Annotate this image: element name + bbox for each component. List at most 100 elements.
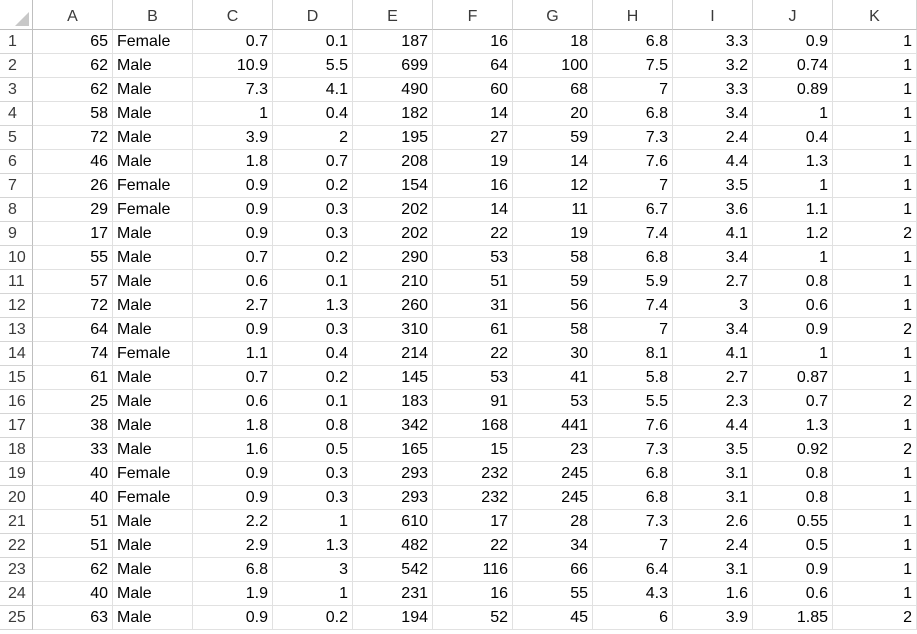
cell-a25[interactable]: 63: [33, 606, 113, 630]
row-header[interactable]: 13: [0, 318, 33, 342]
cell-g11[interactable]: 59: [513, 270, 593, 294]
cell-d3[interactable]: 4.1: [273, 78, 353, 102]
cell-i9[interactable]: 4.1: [673, 222, 753, 246]
row-header[interactable]: 1: [0, 30, 33, 54]
cell-e5[interactable]: 195: [353, 126, 433, 150]
cell-h20[interactable]: 6.8: [593, 486, 673, 510]
cell-d8[interactable]: 0.3: [273, 198, 353, 222]
cell-e16[interactable]: 183: [353, 390, 433, 414]
row-header[interactable]: 15: [0, 366, 33, 390]
cell-e14[interactable]: 214: [353, 342, 433, 366]
cell-c14[interactable]: 1.1: [193, 342, 273, 366]
row-header[interactable]: 17: [0, 414, 33, 438]
row-header[interactable]: 7: [0, 174, 33, 198]
cell-e10[interactable]: 290: [353, 246, 433, 270]
cell-c4[interactable]: 1: [193, 102, 273, 126]
cell-g3[interactable]: 68: [513, 78, 593, 102]
cell-j21[interactable]: 0.55: [753, 510, 833, 534]
cell-d10[interactable]: 0.2: [273, 246, 353, 270]
cell-j14[interactable]: 1: [753, 342, 833, 366]
cell-g6[interactable]: 14: [513, 150, 593, 174]
cell-j16[interactable]: 0.7: [753, 390, 833, 414]
row-header[interactable]: 6: [0, 150, 33, 174]
column-header-c[interactable]: C: [193, 0, 273, 30]
cell-k4[interactable]: 1: [833, 102, 917, 126]
cell-h4[interactable]: 6.8: [593, 102, 673, 126]
row-header[interactable]: 21: [0, 510, 33, 534]
cell-h3[interactable]: 7: [593, 78, 673, 102]
row-header[interactable]: 25: [0, 606, 33, 630]
cell-c6[interactable]: 1.8: [193, 150, 273, 174]
cell-i14[interactable]: 4.1: [673, 342, 753, 366]
cell-c21[interactable]: 2.2: [193, 510, 273, 534]
cell-e18[interactable]: 165: [353, 438, 433, 462]
cell-e11[interactable]: 210: [353, 270, 433, 294]
cell-g2[interactable]: 100: [513, 54, 593, 78]
row-header[interactable]: 19: [0, 462, 33, 486]
cell-d14[interactable]: 0.4: [273, 342, 353, 366]
cell-a19[interactable]: 40: [33, 462, 113, 486]
cell-k22[interactable]: 1: [833, 534, 917, 558]
cell-a11[interactable]: 57: [33, 270, 113, 294]
cell-j13[interactable]: 0.9: [753, 318, 833, 342]
cell-k18[interactable]: 2: [833, 438, 917, 462]
cell-b10[interactable]: Male: [113, 246, 193, 270]
cell-k25[interactable]: 2: [833, 606, 917, 630]
cell-b3[interactable]: Male: [113, 78, 193, 102]
cell-a13[interactable]: 64: [33, 318, 113, 342]
cell-f11[interactable]: 51: [433, 270, 513, 294]
cell-b23[interactable]: Male: [113, 558, 193, 582]
cell-h16[interactable]: 5.5: [593, 390, 673, 414]
cell-g22[interactable]: 34: [513, 534, 593, 558]
cell-c2[interactable]: 10.9: [193, 54, 273, 78]
cell-h24[interactable]: 4.3: [593, 582, 673, 606]
cell-g9[interactable]: 19: [513, 222, 593, 246]
cell-e9[interactable]: 202: [353, 222, 433, 246]
cell-h18[interactable]: 7.3: [593, 438, 673, 462]
cell-k16[interactable]: 2: [833, 390, 917, 414]
cell-k5[interactable]: 1: [833, 126, 917, 150]
cell-a18[interactable]: 33: [33, 438, 113, 462]
cell-i17[interactable]: 4.4: [673, 414, 753, 438]
cell-d25[interactable]: 0.2: [273, 606, 353, 630]
cell-h11[interactable]: 5.9: [593, 270, 673, 294]
column-header-a[interactable]: A: [33, 0, 113, 30]
cell-f20[interactable]: 232: [433, 486, 513, 510]
cell-f17[interactable]: 168: [433, 414, 513, 438]
cell-k19[interactable]: 1: [833, 462, 917, 486]
cell-k11[interactable]: 1: [833, 270, 917, 294]
cell-f5[interactable]: 27: [433, 126, 513, 150]
cell-g15[interactable]: 41: [513, 366, 593, 390]
cell-a22[interactable]: 51: [33, 534, 113, 558]
cell-f3[interactable]: 60: [433, 78, 513, 102]
cell-k12[interactable]: 1: [833, 294, 917, 318]
cell-d18[interactable]: 0.5: [273, 438, 353, 462]
cell-i24[interactable]: 1.6: [673, 582, 753, 606]
cell-e19[interactable]: 293: [353, 462, 433, 486]
cell-d24[interactable]: 1: [273, 582, 353, 606]
cell-h13[interactable]: 7: [593, 318, 673, 342]
cell-c25[interactable]: 0.9: [193, 606, 273, 630]
cell-a7[interactable]: 26: [33, 174, 113, 198]
cell-i22[interactable]: 2.4: [673, 534, 753, 558]
cell-e13[interactable]: 310: [353, 318, 433, 342]
cell-j4[interactable]: 1: [753, 102, 833, 126]
cell-d15[interactable]: 0.2: [273, 366, 353, 390]
cell-i15[interactable]: 2.7: [673, 366, 753, 390]
cell-b8[interactable]: Female: [113, 198, 193, 222]
cell-j19[interactable]: 0.8: [753, 462, 833, 486]
cell-i23[interactable]: 3.1: [673, 558, 753, 582]
cell-b2[interactable]: Male: [113, 54, 193, 78]
row-header[interactable]: 9: [0, 222, 33, 246]
cell-f8[interactable]: 14: [433, 198, 513, 222]
cell-f4[interactable]: 14: [433, 102, 513, 126]
cell-a5[interactable]: 72: [33, 126, 113, 150]
cell-f13[interactable]: 61: [433, 318, 513, 342]
cell-h25[interactable]: 6: [593, 606, 673, 630]
cell-g24[interactable]: 55: [513, 582, 593, 606]
row-header[interactable]: 24: [0, 582, 33, 606]
cell-c5[interactable]: 3.9: [193, 126, 273, 150]
column-header-j[interactable]: J: [753, 0, 833, 30]
row-header[interactable]: 12: [0, 294, 33, 318]
row-header[interactable]: 10: [0, 246, 33, 270]
